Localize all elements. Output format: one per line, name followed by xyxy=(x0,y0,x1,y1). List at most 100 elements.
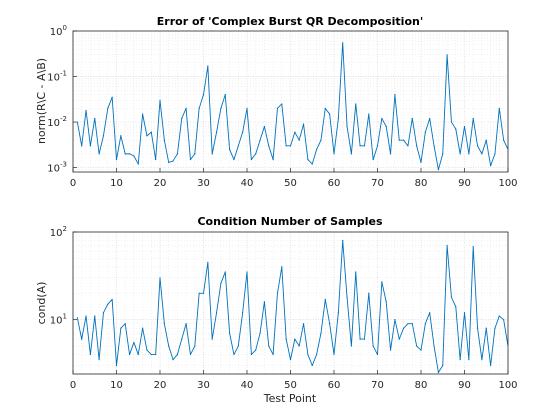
error-plot-title: Error of 'Complex Burst QR Decomposition… xyxy=(157,15,423,28)
error-data-point xyxy=(272,158,274,161)
condition-data-point xyxy=(289,359,292,361)
condition-data-point xyxy=(424,323,426,325)
error-data-point xyxy=(307,158,309,161)
condition-data-point xyxy=(259,332,261,334)
condition-data-point xyxy=(394,319,396,321)
error-data-point xyxy=(389,153,392,155)
error-x-tick-label: 20 xyxy=(154,178,167,189)
error-data-point xyxy=(485,139,487,141)
condition-x-tick-label: 60 xyxy=(328,380,341,391)
condition-data-point xyxy=(115,364,118,367)
error-plot-grid xyxy=(72,30,509,172)
condition-data-point xyxy=(333,353,335,356)
error-data-point xyxy=(198,107,200,109)
condition-x-tick-label: 90 xyxy=(458,380,471,391)
condition-data-point xyxy=(307,353,309,356)
error-data-point xyxy=(242,131,244,133)
condition-data-point xyxy=(429,312,431,314)
condition-x-tick-label: 30 xyxy=(197,380,210,391)
error-data-point xyxy=(76,121,78,123)
error-data-point xyxy=(237,145,239,147)
error-data-point xyxy=(128,153,131,155)
error-data-point xyxy=(150,131,152,133)
error-data-point xyxy=(376,145,379,147)
error-data-point xyxy=(494,153,496,155)
error-data-point xyxy=(363,145,366,147)
condition-data-point xyxy=(220,282,222,284)
error-data-point xyxy=(411,117,413,120)
condition-data-point xyxy=(433,345,435,347)
condition-data-point xyxy=(81,338,83,340)
error-data-point xyxy=(250,158,252,161)
error-data-point xyxy=(137,163,139,165)
error-data-point xyxy=(324,107,326,109)
condition-data-point xyxy=(268,345,270,347)
error-data-point xyxy=(268,145,270,147)
error-data-point xyxy=(298,139,300,141)
error-data-point xyxy=(115,158,118,161)
error-x-tick-label: 100 xyxy=(498,178,517,189)
condition-data-point xyxy=(89,353,91,356)
error-data-point xyxy=(333,153,335,155)
condition-plot-xlabel: Test Point xyxy=(263,392,317,405)
condition-data-point xyxy=(124,323,126,325)
condition-data-point xyxy=(142,327,144,329)
error-data-point xyxy=(163,139,165,141)
error-data-point xyxy=(302,123,305,125)
error-series-line xyxy=(76,42,509,171)
condition-data-point xyxy=(285,338,287,340)
condition-data-point xyxy=(107,303,109,305)
error-data-point xyxy=(259,139,261,141)
error-data-point xyxy=(311,163,313,165)
error-data-point xyxy=(294,131,296,133)
condition-data-point xyxy=(311,364,313,367)
error-data-point xyxy=(420,161,422,163)
condition-data-point xyxy=(229,332,231,334)
error-data-point xyxy=(94,117,96,120)
condition-x-tick-label: 0 xyxy=(70,380,76,391)
error-data-point xyxy=(276,107,279,109)
condition-data-point xyxy=(85,315,87,317)
error-data-point xyxy=(98,153,100,155)
condition-data-point xyxy=(363,338,366,340)
condition-x-tick-label: 70 xyxy=(371,380,384,391)
error-data-point xyxy=(194,153,196,155)
condition-data-point xyxy=(450,296,453,298)
error-data-point xyxy=(120,135,122,137)
error-x-tick-label: 70 xyxy=(371,178,384,189)
error-data-point xyxy=(437,169,439,171)
error-data-point xyxy=(337,117,339,120)
condition-data-point xyxy=(346,296,348,298)
error-data-point xyxy=(316,148,318,151)
condition-data-point xyxy=(168,345,170,347)
condition-data-point xyxy=(150,353,152,356)
condition-data-point xyxy=(398,338,400,340)
condition-data-point xyxy=(468,359,470,361)
error-plot-ticks: 0 10 20 30 40 50 60 70 80 90 100 10-3 10-2 10-1 100 xyxy=(47,24,517,189)
error-data-point xyxy=(142,113,144,115)
condition-x-tick-label: 50 xyxy=(284,380,297,391)
error-data-point xyxy=(355,103,357,105)
condition-data-point xyxy=(416,345,418,347)
condition-x-tick-label: 40 xyxy=(241,380,254,391)
condition-data-point xyxy=(329,323,331,325)
error-data-point xyxy=(176,153,178,155)
error-data-point xyxy=(146,135,148,137)
condition-data-point xyxy=(98,359,100,361)
error-x-tick-label: 0 xyxy=(70,178,76,189)
error-data-point xyxy=(385,125,387,128)
error-data-point xyxy=(455,128,457,130)
error-data-point xyxy=(359,145,361,147)
error-data-point xyxy=(168,161,170,163)
error-data-point xyxy=(202,94,205,96)
condition-plot-axes: Condition Number of Samples cond(A) Test… xyxy=(35,215,518,405)
error-data-point xyxy=(433,145,435,147)
error-data-point xyxy=(85,109,87,112)
error-data-point xyxy=(381,117,383,120)
condition-data-point xyxy=(128,353,131,356)
error-data-point xyxy=(189,158,192,161)
condition-data-point xyxy=(202,292,205,294)
condition-data-point xyxy=(507,345,509,347)
condition-plot-ticks: 0 10 20 30 40 50 60 70 80 90 100 101 102 xyxy=(50,225,518,391)
